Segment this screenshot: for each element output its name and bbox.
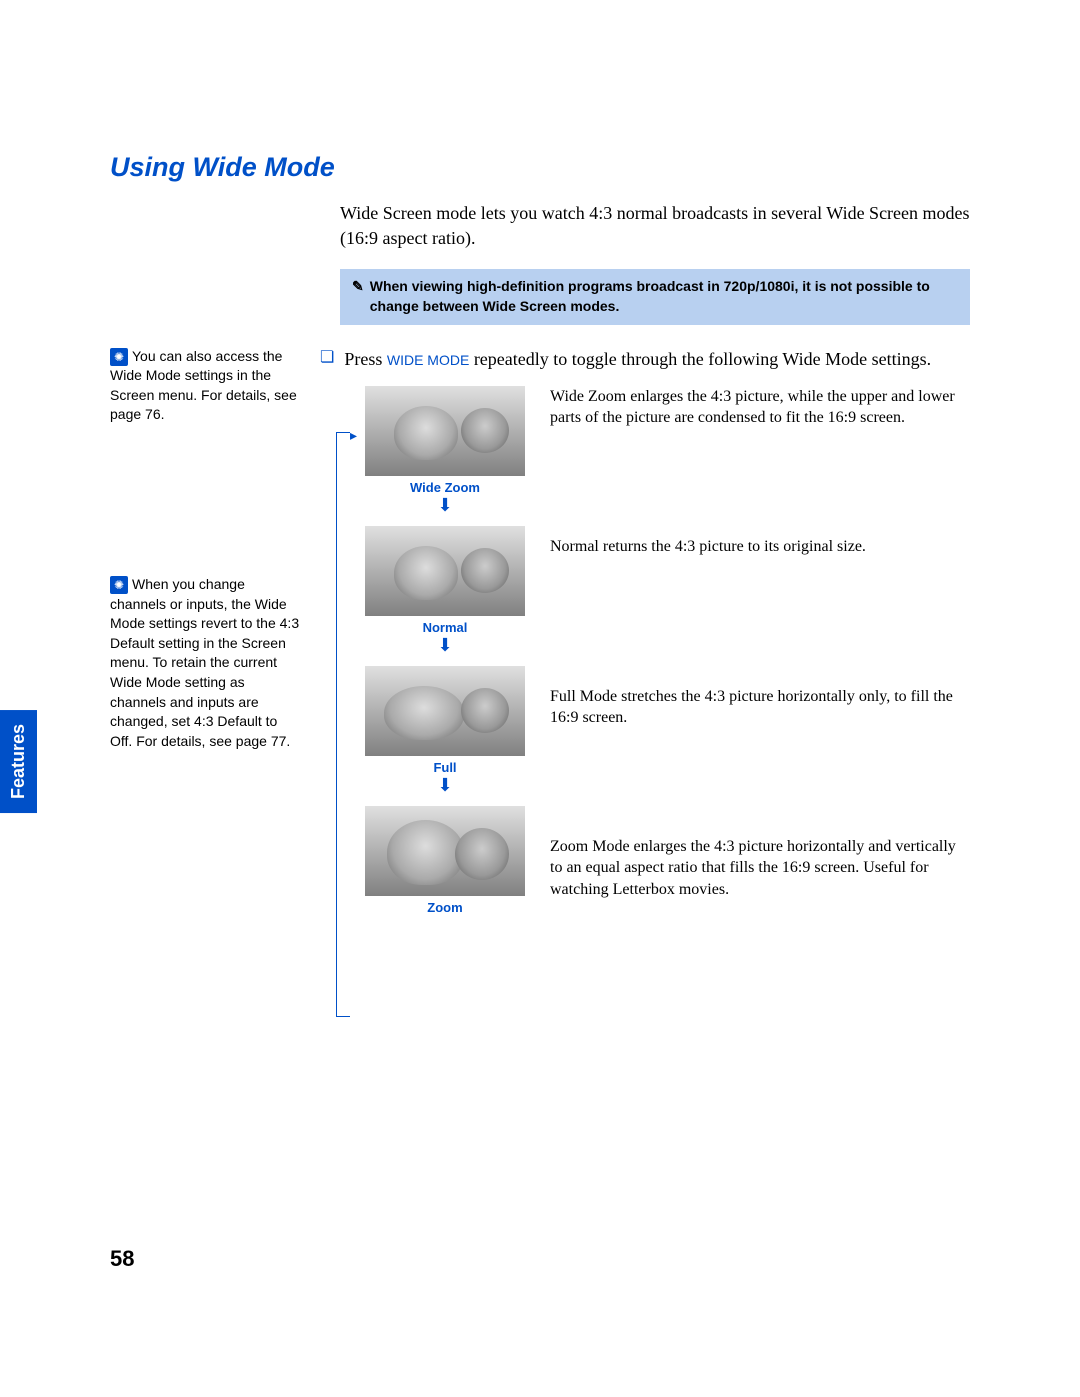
zoom-label: Zoom bbox=[427, 900, 462, 915]
tip-block-2: ✺When you change channels or inputs, the… bbox=[110, 575, 300, 751]
tip-text-1: You can also access the Wide Mode settin… bbox=[110, 348, 297, 423]
mode-wide-zoom: Wide Zoom ⬇ bbox=[350, 386, 540, 520]
normal-image bbox=[365, 526, 525, 616]
mode-zoom: Zoom bbox=[350, 806, 540, 915]
sidebar: ✺You can also access the Wide Mode setti… bbox=[110, 347, 320, 921]
wide-mode-button-label: WIDE MODE bbox=[387, 352, 469, 368]
content-area: ✺You can also access the Wide Mode setti… bbox=[110, 347, 970, 921]
wide-zoom-image bbox=[365, 386, 525, 476]
full-desc: Full Mode stretches the 4:3 picture hori… bbox=[550, 686, 970, 826]
modes-area: ▸ Wide Zoom ⬇ Normal ⬇ bbox=[350, 386, 970, 921]
zoom-image bbox=[365, 806, 525, 896]
cycle-line bbox=[336, 432, 350, 1017]
tip-block-1: ✺You can also access the Wide Mode setti… bbox=[110, 347, 300, 425]
zoom-desc: Zoom Mode enlarges the 4:3 picture horiz… bbox=[550, 836, 970, 901]
lightbulb-icon: ✺ bbox=[110, 576, 128, 594]
tip-text-2: When you change channels or inputs, the … bbox=[110, 576, 299, 749]
note-box: ✎ When viewing high-definition programs … bbox=[340, 269, 970, 324]
instruction-text: Press WIDE MODE repeatedly to toggle thr… bbox=[344, 347, 931, 372]
normal-desc: Normal returns the 4:3 picture to its or… bbox=[550, 536, 970, 676]
instruction-line: ❏ Press WIDE MODE repeatedly to toggle t… bbox=[320, 347, 970, 372]
bullet-icon: ❏ bbox=[320, 347, 334, 372]
note-text: When viewing high-definition programs br… bbox=[370, 277, 958, 316]
normal-label: Normal bbox=[423, 620, 468, 635]
page-content: Using Wide Mode Wide Screen mode lets yo… bbox=[0, 0, 1080, 1397]
intro-text: Wide Screen mode lets you watch 4:3 norm… bbox=[340, 201, 970, 251]
lightbulb-icon: ✺ bbox=[110, 348, 128, 366]
descriptions-column: Wide Zoom enlarges the 4:3 picture, whil… bbox=[540, 386, 970, 921]
page-number: 58 bbox=[110, 1246, 134, 1272]
mode-full: Full ⬇ bbox=[350, 666, 540, 800]
pencil-icon: ✎ bbox=[352, 277, 364, 297]
modes-column: Wide Zoom ⬇ Normal ⬇ Ful bbox=[350, 386, 540, 921]
full-image bbox=[365, 666, 525, 756]
arrow-down-icon: ⬇ bbox=[437, 495, 452, 516]
main-content: ❏ Press WIDE MODE repeatedly to toggle t… bbox=[320, 347, 970, 921]
full-label: Full bbox=[433, 760, 456, 775]
section-title: Using Wide Mode bbox=[110, 152, 970, 183]
wide-zoom-label: Wide Zoom bbox=[410, 480, 480, 495]
wide-zoom-desc: Wide Zoom enlarges the 4:3 picture, whil… bbox=[550, 386, 970, 526]
arrow-down-icon: ⬇ bbox=[437, 635, 452, 656]
mode-normal: Normal ⬇ bbox=[350, 526, 540, 660]
arrow-down-icon: ⬇ bbox=[437, 775, 452, 796]
